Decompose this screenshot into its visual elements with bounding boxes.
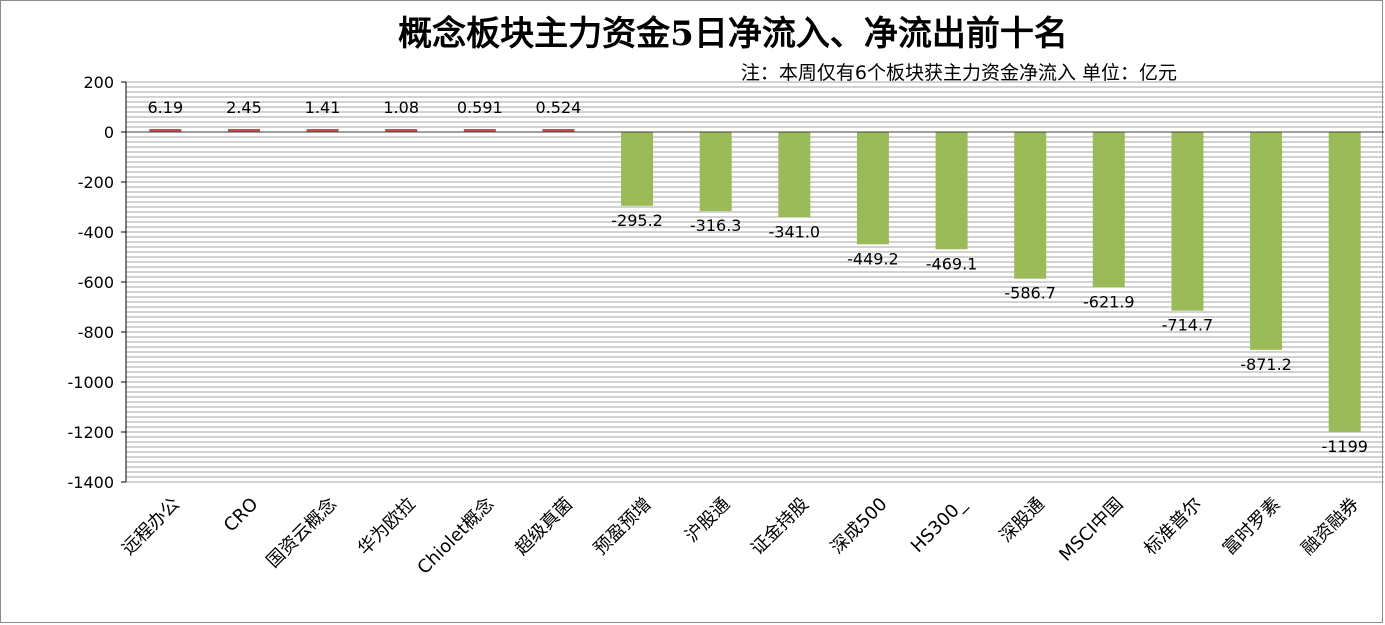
value-label: -469.1 xyxy=(926,254,978,273)
category-label: 融资融券 xyxy=(1297,494,1363,560)
value-label: 2.45 xyxy=(226,98,262,117)
bar xyxy=(1171,132,1204,311)
axes xyxy=(121,81,1384,483)
value-label: 1.08 xyxy=(383,98,419,117)
y-tick-labels: 200 0 -200 -400 -600 -800 -1000 -1200 -1400 xyxy=(68,73,115,492)
value-label: -295.2 xyxy=(611,211,663,230)
bar xyxy=(306,129,339,132)
category-label: Chiolet概念 xyxy=(413,493,499,579)
value-labels: 6.19 2.45 1.41 1.08 0.591 0.524 -295.2 -316.3 -3… xyxy=(148,98,1368,456)
category-label: HS300_ xyxy=(907,493,971,557)
bar xyxy=(227,129,260,132)
category-label: CRO xyxy=(220,494,263,537)
value-label: 0.524 xyxy=(536,98,582,117)
value-label: 1.41 xyxy=(305,98,341,117)
y-tick-label: -1000 xyxy=(68,373,115,392)
value-label: -1199 xyxy=(1321,437,1368,456)
category-label: 国资云概念 xyxy=(262,493,341,572)
category-label: MSCI中国 xyxy=(1055,494,1127,566)
category-label: 深成500 xyxy=(827,494,892,559)
value-label: 6.19 xyxy=(148,98,184,117)
bar xyxy=(1092,132,1125,288)
bar xyxy=(542,129,575,132)
y-tick-label: 0 xyxy=(104,123,114,142)
chart-title: 概念板块主力资金5日净流入、净流出前十名 xyxy=(398,14,1068,54)
value-label: -714.7 xyxy=(1162,316,1214,335)
bar xyxy=(856,132,889,245)
category-label: 远程办公 xyxy=(118,494,184,560)
bar xyxy=(1250,132,1283,350)
bar xyxy=(699,132,732,212)
value-label: -341.0 xyxy=(769,222,821,241)
category-label: 沪股通 xyxy=(681,494,734,547)
bar xyxy=(621,132,654,206)
value-label: 0.591 xyxy=(457,98,503,117)
y-tick-label: 200 xyxy=(83,73,114,92)
value-label: -586.7 xyxy=(1004,284,1056,303)
y-tick-label: -1200 xyxy=(68,423,115,442)
category-label: 深股通 xyxy=(996,494,1049,547)
y-tick-label: -800 xyxy=(78,323,114,342)
bar xyxy=(1014,132,1047,279)
bar xyxy=(149,129,182,132)
category-label: 富时罗素 xyxy=(1219,494,1285,560)
category-label: 超级真菌 xyxy=(511,494,577,560)
value-label: -621.9 xyxy=(1083,292,1135,311)
category-label: 证金持股 xyxy=(747,494,813,560)
bar xyxy=(385,129,418,132)
bar xyxy=(1328,132,1361,432)
bar xyxy=(463,129,496,132)
bar xyxy=(778,132,811,218)
category-label: 标准普尔 xyxy=(1140,494,1206,560)
chart-note: 注：本周仅有6个板块获主力资金净流入 单位：亿元 xyxy=(741,62,1177,84)
y-tick-label: -1400 xyxy=(68,473,115,492)
category-label: 华为欧拉 xyxy=(354,494,420,560)
bars xyxy=(149,129,1361,432)
y-tick-label: -600 xyxy=(78,273,114,292)
y-tick-label: -200 xyxy=(78,173,114,192)
y-tick-label: -400 xyxy=(78,223,114,242)
value-label: -316.3 xyxy=(690,216,742,235)
value-label: -871.2 xyxy=(1240,355,1292,374)
value-label: -449.2 xyxy=(847,249,899,268)
bar xyxy=(935,132,968,250)
category-label: 预盈预增 xyxy=(590,494,656,560)
